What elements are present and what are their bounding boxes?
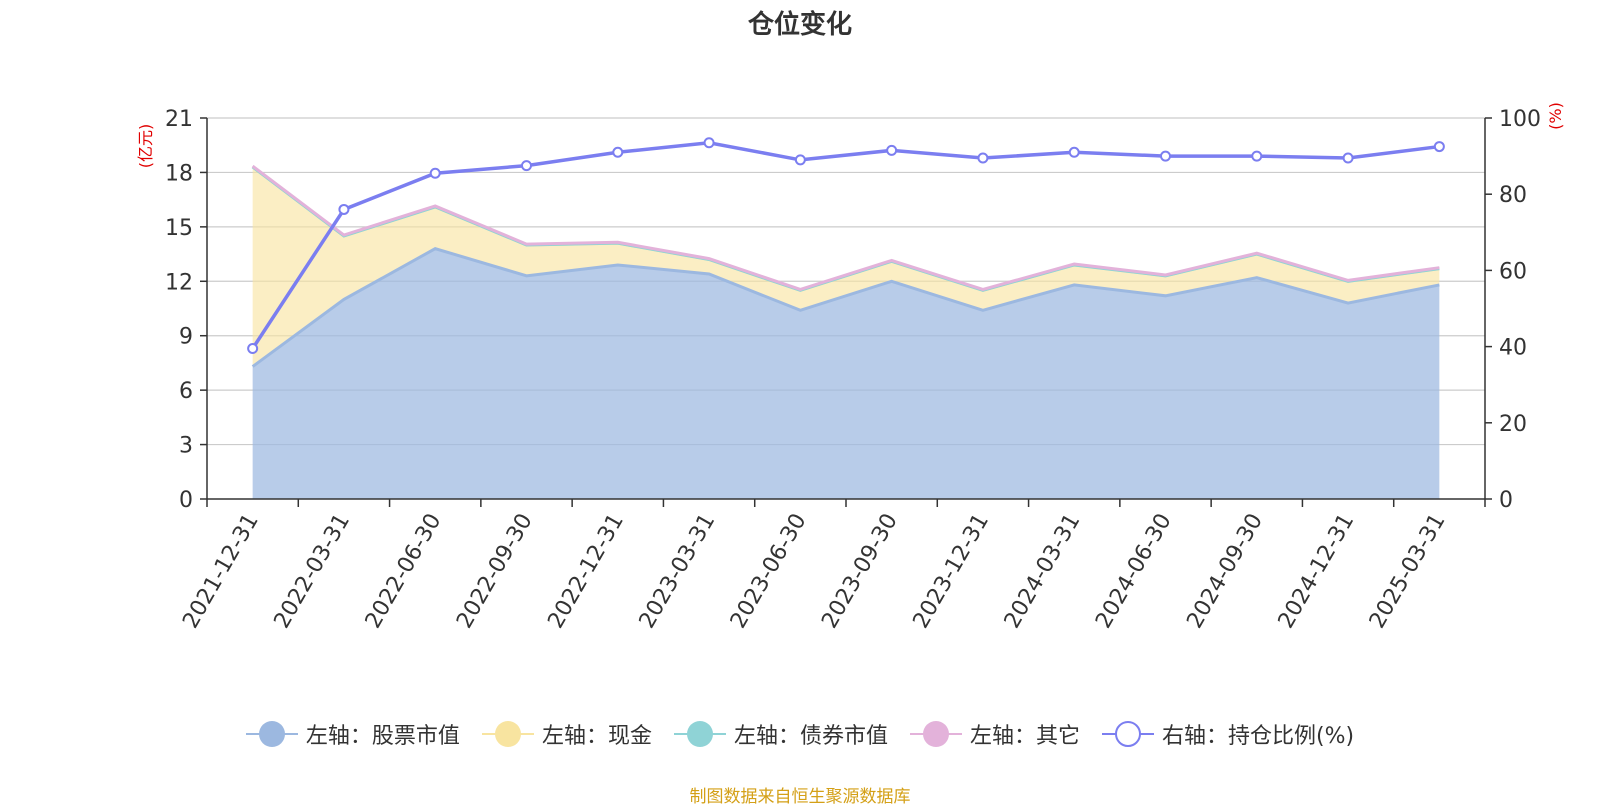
legend-item-other[interactable]: 左轴：其它	[909, 718, 1080, 750]
y-right-tick-label: 80	[1499, 183, 1527, 208]
y-right-tick-label: 60	[1499, 259, 1527, 284]
y-left-tick-label: 3	[179, 434, 193, 459]
legend-stock-swatch	[245, 721, 298, 747]
ratio-point	[1068, 146, 1080, 158]
ratio-point	[703, 137, 715, 149]
right-axis-unit: (%)	[1546, 102, 1565, 130]
ratio-point	[1342, 152, 1354, 164]
x-tick-label: 2025-03-31	[1365, 510, 1451, 633]
legend-item-bond[interactable]: 左轴：债券市值	[673, 718, 888, 750]
ratio-point	[886, 144, 898, 156]
legend-bond-label: 左轴：债券市值	[733, 724, 888, 749]
ratio-point	[247, 343, 259, 355]
y-right-tick-label: 20	[1499, 412, 1527, 437]
area-line-0	[251, 247, 1440, 368]
x-tick-label: 2022-09-30	[452, 510, 538, 633]
ratio-point	[1160, 150, 1171, 162]
legend-ratio-swatch	[1101, 721, 1154, 747]
y-left-tick-label: 15	[165, 216, 193, 241]
area-0	[252, 248, 1440, 499]
x-tick-label: 2022-12-31	[543, 510, 629, 633]
x-tick-label: 2023-03-31	[635, 510, 721, 633]
ratio-point	[794, 154, 806, 166]
ratio-line	[251, 140, 1440, 350]
legend-cash-label: 左轴：现金	[541, 724, 652, 749]
x-tick-label: 2022-06-30	[361, 510, 447, 633]
ratio-point	[977, 152, 989, 164]
legend: 左轴：股票市值 左轴：现金 左轴：债券市值 左轴：其它	[0, 718, 1600, 750]
legend-item-cash[interactable]: 左轴：现金	[481, 718, 652, 750]
x-tick-label: 2023-12-31	[909, 510, 995, 633]
x-tick-label: 2024-12-31	[1274, 510, 1360, 633]
area-line-3	[251, 164, 1440, 292]
ratio-point	[521, 160, 532, 172]
x-tick-label: 2024-03-31	[1000, 510, 1086, 633]
ratio-point	[338, 203, 350, 215]
ratio-point	[429, 167, 441, 179]
data-source: 制图数据来自恒生聚源数据库	[689, 787, 911, 807]
y-left-tick-label: 18	[165, 161, 193, 186]
y-left-tick-label: 12	[165, 270, 193, 295]
legend-other-label: 左轴：其它	[969, 724, 1080, 749]
legend-ratio-label: 右轴：持仓比例(%)	[1161, 724, 1355, 749]
left-axis-unit: (亿元)	[136, 124, 155, 169]
x-tick-label: 2023-09-30	[817, 510, 903, 633]
y-right-tick-label: 40	[1499, 336, 1527, 361]
ratio-point	[612, 146, 624, 158]
x-tick-label: 2023-06-30	[726, 510, 812, 633]
ratio-point	[1433, 141, 1445, 153]
legend-bond-swatch	[673, 721, 726, 747]
y-left-tick-label: 6	[179, 379, 193, 404]
legend-item-ratio[interactable]: 右轴：持仓比例(%)	[1101, 718, 1355, 750]
legend-other-swatch	[909, 721, 962, 747]
y-left-tick-label: 0	[179, 488, 193, 513]
legend-cash-swatch	[481, 721, 534, 747]
legend-item-stock[interactable]: 左轴：股票市值	[245, 718, 460, 750]
x-tick-label: 2024-06-30	[1091, 510, 1177, 633]
y-right-tick-label: 0	[1499, 488, 1513, 513]
ratio-point	[1251, 150, 1263, 162]
y-left-tick-label: 9	[179, 325, 193, 350]
x-tick-label: 2024-09-30	[1182, 510, 1268, 633]
y-left-tick-label: 21	[165, 107, 193, 132]
y-right-tick-label: 100	[1499, 107, 1541, 132]
x-tick-label: 2022-03-31	[270, 510, 356, 633]
legend-stock-label: 左轴：股票市值	[305, 724, 460, 749]
chart-title: 仓位变化	[747, 10, 852, 40]
x-tick-label: 2021-12-31	[178, 510, 264, 633]
